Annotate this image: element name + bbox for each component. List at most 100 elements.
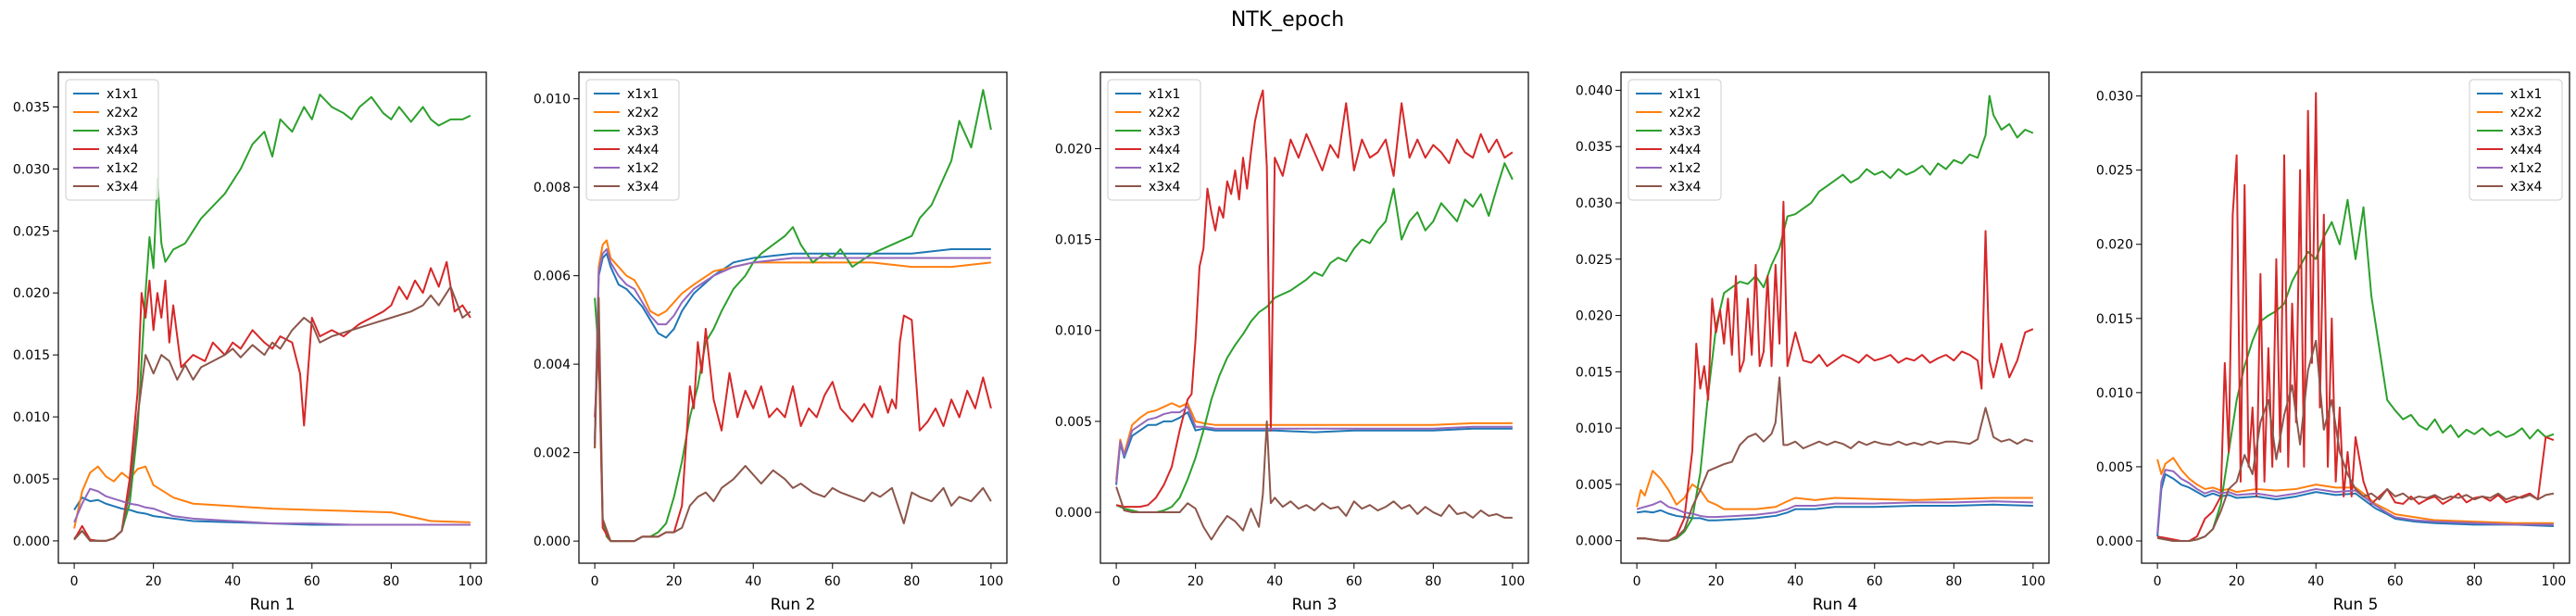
y-tick-label: 0.000	[1055, 506, 1092, 521]
series-line-x2x2	[1636, 470, 2033, 510]
series-line-x3x3	[1637, 94, 2034, 542]
x-axis-label: Run 3	[1292, 596, 1338, 614]
legend-label-x1x2: x1x2	[2510, 161, 2542, 176]
legend-label-x3x3: x3x3	[627, 124, 659, 139]
x-tick-label: 0	[591, 574, 599, 589]
subplot-3: 0 20 40 60 80 100 0.000 0.005 0.010 0.015 0.020 Run…	[1055, 71, 1529, 614]
legend-label-x2x2: x2x2	[627, 106, 659, 120]
y-tick-label: 0.005	[1576, 478, 1613, 493]
y-tick-label: 0.025	[13, 224, 50, 239]
figure-suptitle: NTK_epoch	[1231, 8, 1344, 31]
x-tick-label: 80	[2466, 574, 2482, 589]
x-tick-label: 80	[1945, 574, 1962, 589]
y-tick-label: 0.005	[13, 472, 50, 487]
series-line-x4x4	[73, 260, 471, 542]
y-tick-label: 0.030	[1576, 196, 1613, 211]
subplot-2: 0 20 40 60 80 100 0.000 0.002 0.004 0.006 0.008 0.0…	[534, 71, 1008, 614]
legend-label-x4x4: x4x4	[1149, 143, 1180, 157]
axes-frame	[2141, 71, 2570, 564]
legend-label-x3x4: x3x4	[1669, 180, 1701, 195]
series-line-x4x4	[1115, 89, 1514, 509]
legend-label-x4x4: x4x4	[2510, 143, 2542, 157]
plot-area	[1636, 94, 2034, 542]
y-tick-label: 0.015	[1576, 365, 1613, 380]
y-tick-label: 0.015	[2096, 312, 2133, 327]
series-line-x3x4	[73, 285, 471, 542]
legend-box	[1107, 79, 1201, 201]
x-tick-label: 80	[1425, 574, 1441, 589]
legend-label-x1x2: x1x2	[1669, 161, 1701, 176]
series-line-x1x2	[1115, 406, 1513, 484]
y-tick-label: 0.010	[534, 93, 571, 107]
y-tick-label: 0.002	[534, 446, 571, 461]
x-axis-label: Run 4	[1813, 596, 1858, 614]
legend-label-x1x1: x1x1	[627, 87, 659, 102]
legend-label-x4x4: x4x4	[1669, 143, 1701, 157]
y-tick-label: 0.005	[1055, 415, 1092, 430]
y-tick-label: 0.000	[534, 534, 571, 549]
series-line-x1x1	[1636, 503, 2033, 522]
axes-frame	[578, 71, 1008, 564]
legend: x1x1 x2x2 x3x3 x4x4 x1x2 x3x4	[1627, 79, 1722, 201]
series-line-x1x2	[594, 247, 991, 445]
x-tick-label: 100	[2542, 574, 2567, 589]
series-line-x3x3	[73, 94, 471, 542]
subplot-5: 0 20 40 60 80 100 0.000 0.005 0.010 0.015 0.020 0.0…	[2096, 71, 2570, 614]
series-line-x2x2	[594, 239, 992, 448]
plot-area	[73, 94, 471, 542]
y-tick-label: 0.000	[1576, 534, 1613, 549]
legend-box	[2469, 79, 2563, 201]
x-tick-label: 60	[824, 574, 841, 589]
series-line-x2x2	[2156, 457, 2554, 524]
x-tick-label: 0	[2154, 574, 2162, 589]
x-tick-label: 60	[1866, 574, 1883, 589]
x-tick-label: 40	[224, 574, 241, 589]
x-tick-label: 20	[145, 574, 162, 589]
legend-label-x1x1: x1x1	[1149, 87, 1180, 102]
y-tick-label: 0.035	[13, 100, 50, 115]
x-tick-label: 60	[304, 574, 320, 589]
x-tick-label: 60	[1346, 574, 1363, 589]
x-tick-label: 100	[1501, 574, 1526, 589]
x-axis-label: Run 2	[771, 596, 816, 614]
y-tick-label: 0.015	[13, 348, 50, 363]
y-tick-label: 0.000	[13, 534, 50, 549]
x-tick-label: 0	[70, 574, 79, 589]
legend: x1x1 x2x2 x3x3 x4x4 x1x2 x3x4	[1107, 79, 1201, 201]
legend-label-x1x1: x1x1	[107, 87, 138, 102]
x-tick-label: 100	[979, 574, 1004, 589]
y-tick-label: 0.020	[13, 286, 50, 301]
series-line-x3x4	[1637, 376, 2034, 542]
series-line-x2x2	[1115, 402, 1513, 480]
y-tick-label: 0.015	[1055, 233, 1092, 248]
subplot-1: 0 20 40 60 80 100 0.000 0.005 0.010 0.015 0.020 0.0…	[13, 71, 487, 614]
subplot-grid: 0 20 40 60 80 100 0.000 0.005 0.010 0.015 0.020 0.0…	[13, 71, 2570, 614]
x-tick-label: 20	[1187, 574, 1204, 589]
y-tick-label: 0.006	[534, 270, 571, 284]
y-tick-label: 0.030	[13, 162, 50, 177]
y-tick-label: 0.008	[534, 181, 571, 195]
y-tick-label: 0.010	[13, 410, 50, 425]
series-line-x1x2	[73, 487, 471, 526]
y-tick-label: 0.005	[2096, 460, 2133, 475]
y-tick-label: 0.020	[1055, 142, 1092, 157]
x-tick-label: 40	[745, 574, 761, 589]
axes-frame	[57, 71, 487, 564]
series-line-x2x2	[73, 465, 471, 529]
series-line-x1x2	[2156, 469, 2554, 534]
plot-area	[1115, 89, 1514, 541]
legend-label-x3x4: x3x4	[1149, 180, 1180, 195]
legend-label-x4x4: x4x4	[107, 143, 138, 157]
axes-frame	[1620, 71, 2050, 564]
series-line-x1x1	[2156, 472, 2554, 537]
x-tick-label: 0	[1112, 574, 1121, 589]
x-tick-label: 100	[2021, 574, 2046, 589]
series-line-x3x4	[2156, 339, 2555, 542]
x-tick-label: 60	[2387, 574, 2404, 589]
y-tick-label: 0.035	[1576, 140, 1613, 155]
series-line-x1x2	[1636, 500, 2033, 519]
axes-frame	[1100, 71, 1529, 564]
legend-box	[65, 79, 159, 201]
y-tick-label: 0.010	[1055, 324, 1092, 339]
